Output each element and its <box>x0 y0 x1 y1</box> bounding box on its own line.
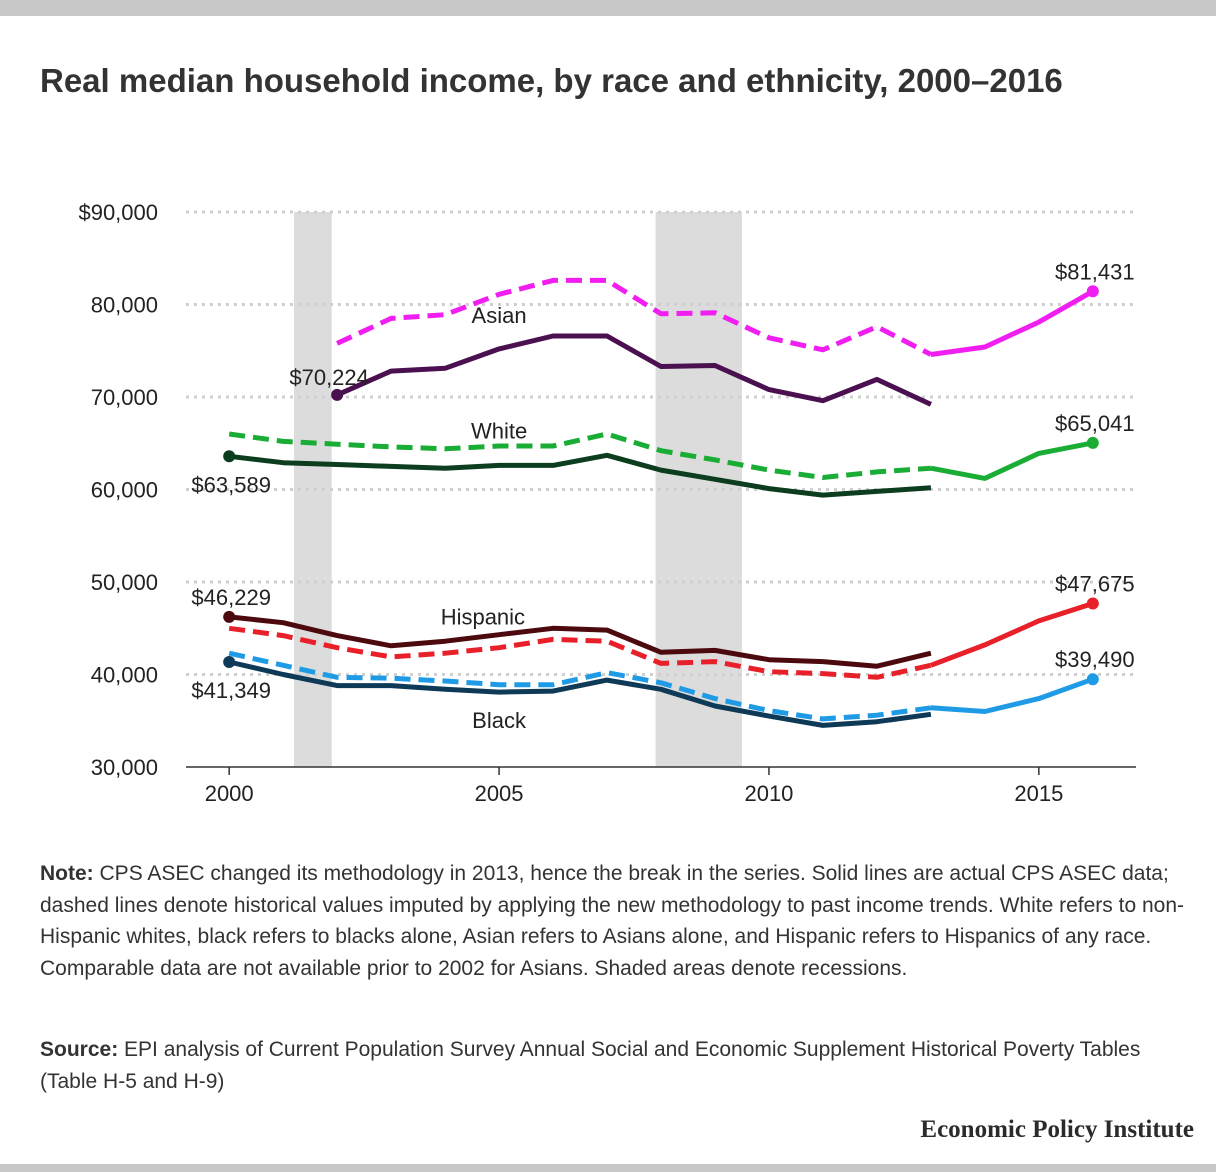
data-point-marker <box>1086 673 1099 686</box>
series-label-white: White <box>471 419 527 444</box>
series-line-asian-solid <box>930 289 1095 357</box>
chart-source: Source: EPI analysis of Current Populati… <box>40 1034 1190 1097</box>
data-point-marker <box>1086 436 1099 449</box>
data-label: $81,431 <box>1055 259 1135 284</box>
x-tick-label: 2005 <box>475 781 524 806</box>
x-tick-label: 2015 <box>1014 781 1063 806</box>
data-label: $70,224 <box>289 365 369 390</box>
series-line-hispanic-solid <box>228 614 932 669</box>
series-line-white-dashed <box>228 431 932 480</box>
series-line-black-solid <box>228 659 932 728</box>
line-chart: 30,000 40,000 50,000 60,000 70,000 80,000 $90,… <box>78 200 1136 806</box>
series-line-asian-dashed <box>336 277 933 357</box>
source-label: Source: <box>40 1038 119 1061</box>
data-point-marker <box>223 450 236 463</box>
series-line-black-solid <box>930 676 1094 714</box>
chart-note: Note: CPS ASEC changed its methodology i… <box>40 858 1190 984</box>
series-label-black: Black <box>472 708 527 733</box>
data-label: $47,675 <box>1055 572 1135 597</box>
brand-wordmark: Economic Policy Institute <box>920 1116 1194 1143</box>
axes: 30,000 40,000 50,000 60,000 70,000 80,000 $90,… <box>78 200 1136 806</box>
note-text: CPS ASEC changed its methodology in 2013… <box>40 862 1184 980</box>
data-labels: $70,224 $81,431 $63,589 $65,041 $46,229 $47,6… <box>191 259 1134 733</box>
data-point-marker <box>1086 285 1099 298</box>
y-tick-label: 60,000 <box>91 478 158 503</box>
y-tick-label: 70,000 <box>91 385 158 410</box>
bottom-border <box>0 1164 1216 1172</box>
series-line-white-solid <box>930 440 1094 481</box>
series-label-asian: Asian <box>472 303 527 328</box>
data-label: $39,490 <box>1055 647 1135 672</box>
series-line-asian-solid <box>336 333 932 407</box>
data-label: $46,229 <box>191 585 271 610</box>
series-line-white-solid <box>228 452 932 498</box>
y-tick-label: 30,000 <box>91 755 158 780</box>
data-label: $41,349 <box>191 678 271 703</box>
data-label: $63,589 <box>191 472 271 497</box>
series-line-hispanic-solid <box>930 601 1094 668</box>
data-point-marker <box>223 610 236 623</box>
x-tick-label: 2010 <box>744 781 793 806</box>
chart-title: Real median household income, by race an… <box>40 62 1063 99</box>
top-border <box>0 0 1216 16</box>
source-text: EPI analysis of Current Population Surve… <box>40 1038 1141 1093</box>
series-label-hispanic: Hispanic <box>441 605 525 630</box>
y-tick-label: 80,000 <box>91 293 158 318</box>
data-point-marker <box>223 656 236 669</box>
x-tick-label: 2000 <box>205 781 254 806</box>
data-label: $65,041 <box>1055 411 1135 436</box>
y-tick-label: $90,000 <box>78 200 158 225</box>
series-lines <box>228 277 1095 728</box>
data-point-marker <box>1086 597 1099 610</box>
y-tick-label: 40,000 <box>91 663 158 688</box>
note-label: Note: <box>40 862 94 885</box>
y-tick-label: 50,000 <box>91 570 158 595</box>
data-point-marker <box>331 388 344 401</box>
gridlines <box>186 210 1136 676</box>
